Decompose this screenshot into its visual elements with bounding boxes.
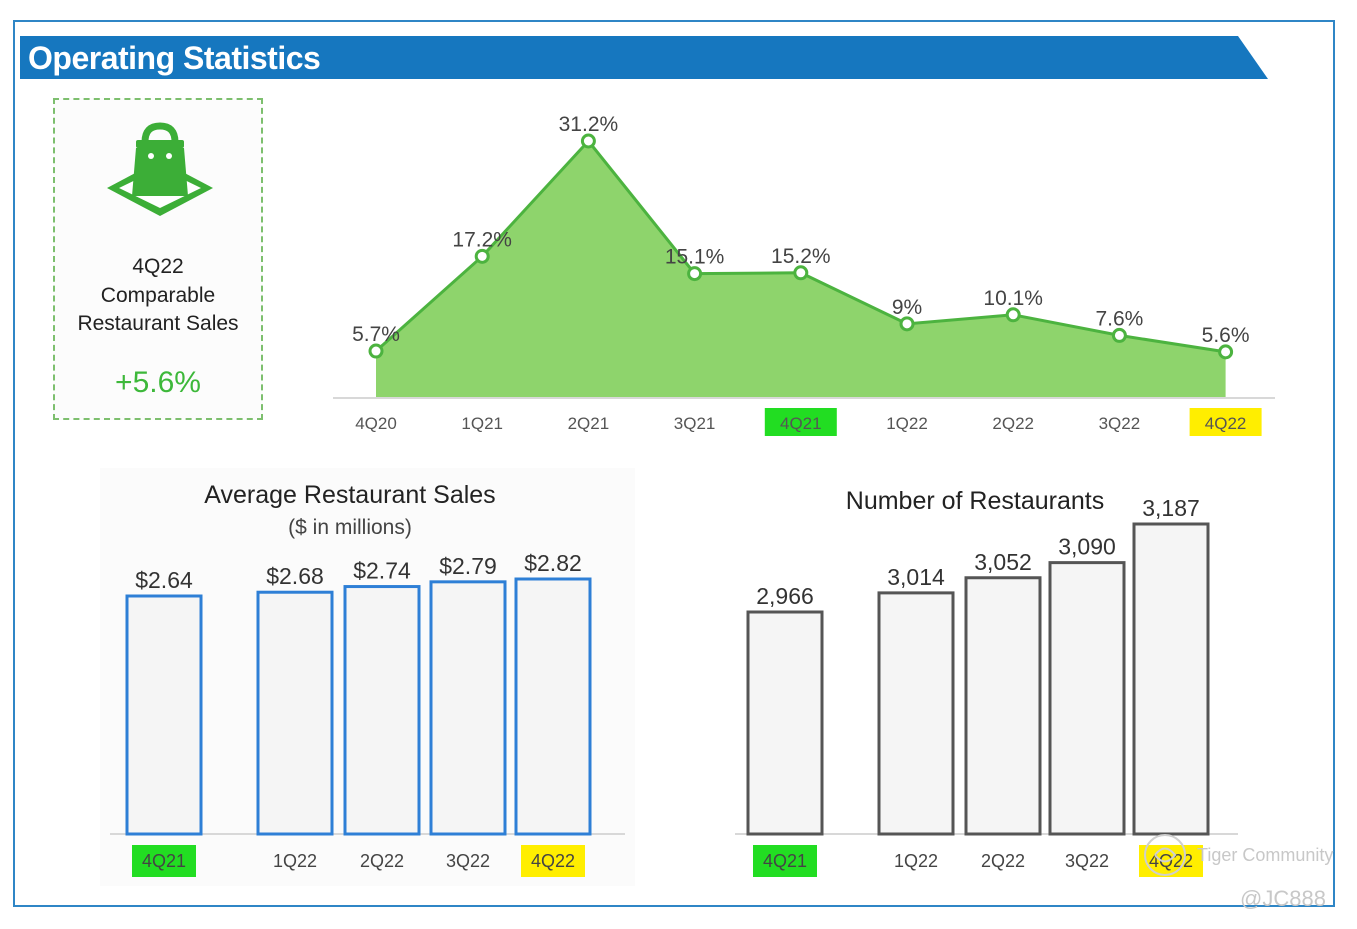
kpi-period: 4Q22 [132, 255, 184, 278]
tiger-logo-icon [1144, 834, 1186, 876]
restaurants-value-label: 3,187 [1142, 495, 1200, 521]
avg-sales-bar-3Q22 [429, 580, 507, 836]
area-data-label: 7.6% [1095, 307, 1143, 330]
avg-sales-value-label: $2.64 [135, 567, 193, 593]
area-point-2Q22 [1005, 307, 1021, 323]
restaurants-value-label: 3,052 [974, 549, 1032, 575]
restaurants-title: Number of Restaurants [846, 487, 1104, 515]
avg-sales-tick-highlight-4Q21 [132, 845, 196, 877]
area-tick-label: 3Q22 [1099, 414, 1141, 433]
restaurants-value-label: 3,014 [887, 564, 945, 590]
area-tick-label: 4Q20 [355, 414, 397, 433]
area-tick-label: 4Q21 [780, 414, 822, 433]
area-point-2Q21 [580, 133, 596, 149]
avg-sales-tick-label: 2Q22 [360, 851, 404, 871]
area-fill [376, 141, 1226, 398]
tick-highlight-4Q22 [1189, 408, 1262, 436]
area-data-label: 15.2% [771, 245, 831, 268]
area-point-3Q21 [687, 266, 703, 282]
area-point-3Q22 [1111, 327, 1127, 343]
area-data-label: 31.2% [559, 113, 619, 136]
area-tick-label: 2Q22 [992, 414, 1034, 433]
area-point-4Q22 [1218, 344, 1234, 360]
avg-sales-tick-highlight-4Q22 [521, 845, 585, 877]
area-tick-label: 1Q21 [461, 414, 503, 433]
tick-highlight-4Q21 [764, 408, 837, 436]
restaurants-tick-label: 1Q22 [894, 851, 938, 871]
area-data-label: 15.1% [665, 246, 725, 269]
avg-sales-value-label: $2.79 [439, 553, 497, 579]
restaurants-bar-3Q22 [1048, 561, 1126, 836]
area-tick-label: 1Q22 [886, 414, 928, 433]
title-banner-shape [20, 36, 1268, 79]
watermark-handle: @JC888 [1240, 886, 1326, 911]
area-point-4Q21 [793, 265, 809, 281]
kpi-card: 4Q22 Comparable Restaurant Sales +5.6% [53, 98, 263, 420]
area-point-1Q21 [474, 248, 490, 264]
area-tick-label: 2Q21 [568, 414, 610, 433]
avg-sales-title: Average Restaurant Sales [204, 481, 495, 509]
avg-sales-tick-label: 4Q22 [531, 851, 575, 871]
title-banner [20, 36, 1268, 79]
area-data-label: 5.6% [1202, 324, 1250, 347]
watermark-brand: Tiger Community [1197, 845, 1334, 865]
kpi-value: +5.6% [115, 366, 201, 399]
restaurants-bar-1Q22 [877, 591, 955, 836]
restaurants-bar-4Q22 [1132, 522, 1210, 836]
restaurants-tick-label: 3Q22 [1065, 851, 1109, 871]
restaurants-bar-4Q21 [746, 610, 824, 836]
area-point-1Q22 [899, 316, 915, 332]
avg-sales-bar-4Q22 [514, 577, 592, 836]
area-tick-label: 3Q21 [674, 414, 716, 433]
kpi-label-line1: Comparable [100, 284, 216, 307]
kpi-label-line2: Restaurant Sales [77, 312, 239, 335]
avg-sales-tick-label: 3Q22 [446, 851, 490, 871]
avg-sales-bar-4Q21 [125, 594, 203, 836]
area-point-4Q20 [368, 343, 384, 359]
avg-sales-tick-label: 1Q22 [273, 851, 317, 871]
avg-sales-bar-1Q22 [256, 590, 334, 836]
area-data-label: 9% [892, 296, 922, 319]
area-data-label: 10.1% [983, 287, 1043, 310]
restaurants-tick-highlight-4Q21 [753, 845, 817, 877]
avg-sales-value-label: $2.74 [353, 558, 411, 584]
avg-sales-value-label: $2.82 [524, 550, 582, 576]
avg-sales-bar-2Q22 [343, 585, 421, 836]
area-data-label: 5.7% [352, 323, 400, 346]
avg-sales-tick-label: 4Q21 [142, 851, 186, 871]
restaurants-value-label: 3,090 [1058, 534, 1116, 560]
area-tick-label: 4Q22 [1205, 414, 1247, 433]
shopping-bag-icon [107, 122, 213, 216]
avg-sales-value-label: $2.68 [266, 563, 324, 589]
restaurants-tick-label: 4Q21 [763, 851, 807, 871]
area-data-label: 17.2% [452, 228, 512, 251]
page-title: Operating Statistics [28, 40, 321, 76]
restaurants-tick-label: 2Q22 [981, 851, 1025, 871]
restaurants-bar-2Q22 [964, 576, 1042, 836]
restaurants-value-label: 2,966 [756, 583, 814, 609]
avg-sales-subtitle: ($ in millions) [288, 516, 412, 539]
